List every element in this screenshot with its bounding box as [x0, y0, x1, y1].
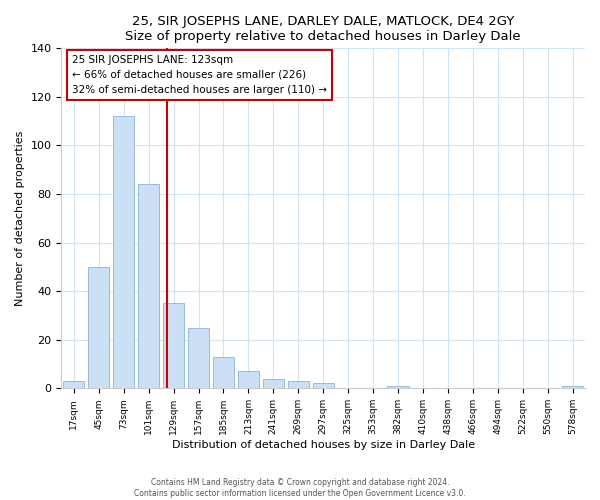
Bar — [213, 357, 234, 388]
Bar — [188, 328, 209, 388]
Y-axis label: Number of detached properties: Number of detached properties — [15, 130, 25, 306]
Text: 25 SIR JOSEPHS LANE: 123sqm
← 66% of detached houses are smaller (226)
32% of se: 25 SIR JOSEPHS LANE: 123sqm ← 66% of det… — [72, 55, 327, 94]
Bar — [238, 372, 259, 388]
X-axis label: Distribution of detached houses by size in Darley Dale: Distribution of detached houses by size … — [172, 440, 475, 450]
Title: 25, SIR JOSEPHS LANE, DARLEY DALE, MATLOCK, DE4 2GY
Size of property relative to: 25, SIR JOSEPHS LANE, DARLEY DALE, MATLO… — [125, 15, 521, 43]
Bar — [163, 304, 184, 388]
Bar — [88, 267, 109, 388]
Bar — [313, 384, 334, 388]
Bar — [138, 184, 159, 388]
Bar — [287, 381, 309, 388]
Text: Contains HM Land Registry data © Crown copyright and database right 2024.
Contai: Contains HM Land Registry data © Crown c… — [134, 478, 466, 498]
Bar — [388, 386, 409, 388]
Bar — [263, 378, 284, 388]
Bar — [113, 116, 134, 388]
Bar — [562, 386, 583, 388]
Bar — [63, 381, 85, 388]
